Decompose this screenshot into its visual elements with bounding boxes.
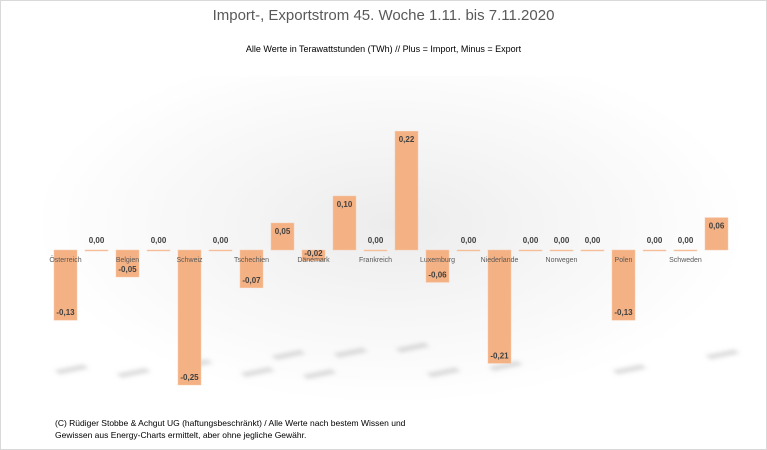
bar-shadow-18	[612, 364, 647, 375]
value-label-18: -0,13	[614, 308, 633, 317]
chart-title: Import-, Exportstrom 45. Woche 1.11. bis…	[212, 7, 555, 24]
category-label-14: Niederlande	[481, 257, 519, 264]
bar-11	[394, 130, 419, 251]
bar-shadow-14	[488, 360, 523, 371]
footnote-line-2: Gewissen aus Energy-Charts ermittelt, ab…	[55, 430, 307, 440]
value-label-9: 0,10	[337, 200, 353, 209]
bar-19	[642, 249, 667, 252]
bar-shadow-2	[116, 367, 151, 378]
value-label-20: 0,00	[678, 236, 694, 245]
bar-0	[53, 249, 78, 321]
value-label-4: -0,25	[180, 373, 199, 382]
value-label-7: 0,05	[275, 227, 291, 236]
bar-5	[208, 249, 233, 252]
value-label-13: 0,00	[461, 236, 477, 245]
category-label-18: Polen	[615, 257, 633, 264]
bar-4	[177, 249, 202, 386]
value-label-12: -0,06	[428, 270, 447, 279]
value-label-14: -0,21	[490, 351, 509, 360]
bar-shadow-21	[705, 349, 740, 360]
bar-6	[239, 249, 264, 289]
category-label-6: Tschechien	[234, 257, 269, 264]
bar-14	[487, 249, 512, 364]
value-label-19: 0,00	[647, 236, 663, 245]
value-label-16: 0,00	[554, 236, 570, 245]
value-label-21: 0,06	[709, 222, 725, 231]
category-label-20: Schweden	[669, 257, 702, 264]
value-label-11: 0,22	[399, 135, 415, 144]
footnote: (C) Rüdiger Stobbe & Achgut UG (haftungs…	[55, 417, 475, 441]
bar-8	[301, 249, 326, 262]
bar-20	[673, 249, 698, 252]
bar-2	[115, 249, 140, 278]
bar-18	[611, 249, 636, 321]
bar-13	[456, 249, 481, 252]
category-label-16: Norwegen	[546, 257, 578, 264]
bar-shadow-7	[271, 349, 306, 360]
bar-10	[363, 249, 388, 252]
category-label-8: Dänemark	[297, 257, 330, 264]
bar-3	[146, 249, 171, 252]
value-label-2: -0,05	[118, 265, 137, 274]
category-label-12: Luxemburg	[420, 257, 455, 264]
value-label-10: 0,00	[368, 236, 384, 245]
value-label-8: -0,02	[304, 249, 323, 258]
value-label-1: 0,00	[89, 236, 105, 245]
value-label-15: 0,00	[523, 236, 539, 245]
category-label-2: Belgien	[116, 257, 139, 264]
bar-shadow-12	[426, 367, 461, 378]
value-label-5: 0,00	[213, 236, 229, 245]
bar-15	[518, 249, 543, 252]
bar-shadow-6	[240, 366, 275, 377]
value-label-17: 0,00	[585, 236, 601, 245]
category-label-4: Schweiz	[176, 257, 203, 264]
category-label-0: Österreich	[49, 256, 81, 264]
category-label-10: Frankreich	[359, 257, 392, 264]
footnote-line-1: (C) Rüdiger Stobbe & Achgut UG (haftungs…	[55, 418, 406, 428]
bar-7	[270, 222, 295, 251]
value-label-3: 0,00	[151, 236, 167, 245]
bar-17	[580, 249, 605, 252]
bar-shadow-11	[395, 342, 430, 353]
bar-shadow-9	[333, 347, 368, 358]
bar-21	[704, 217, 729, 251]
bar-1	[84, 249, 109, 252]
bar-12	[425, 249, 450, 283]
value-label-6: -0,07	[242, 276, 261, 285]
bar-shadow-8	[302, 369, 337, 380]
chart-subtitle: Alle Werte in Terawattstunden (TWh) // P…	[245, 44, 522, 54]
bar-shadow-0	[54, 364, 89, 375]
bar-chart: Österreich Belgien Schweiz Tschechien Dänema…	[49, 130, 740, 386]
value-label-0: -0,13	[56, 308, 75, 317]
bar-16	[549, 249, 574, 252]
bar-9	[332, 195, 357, 251]
